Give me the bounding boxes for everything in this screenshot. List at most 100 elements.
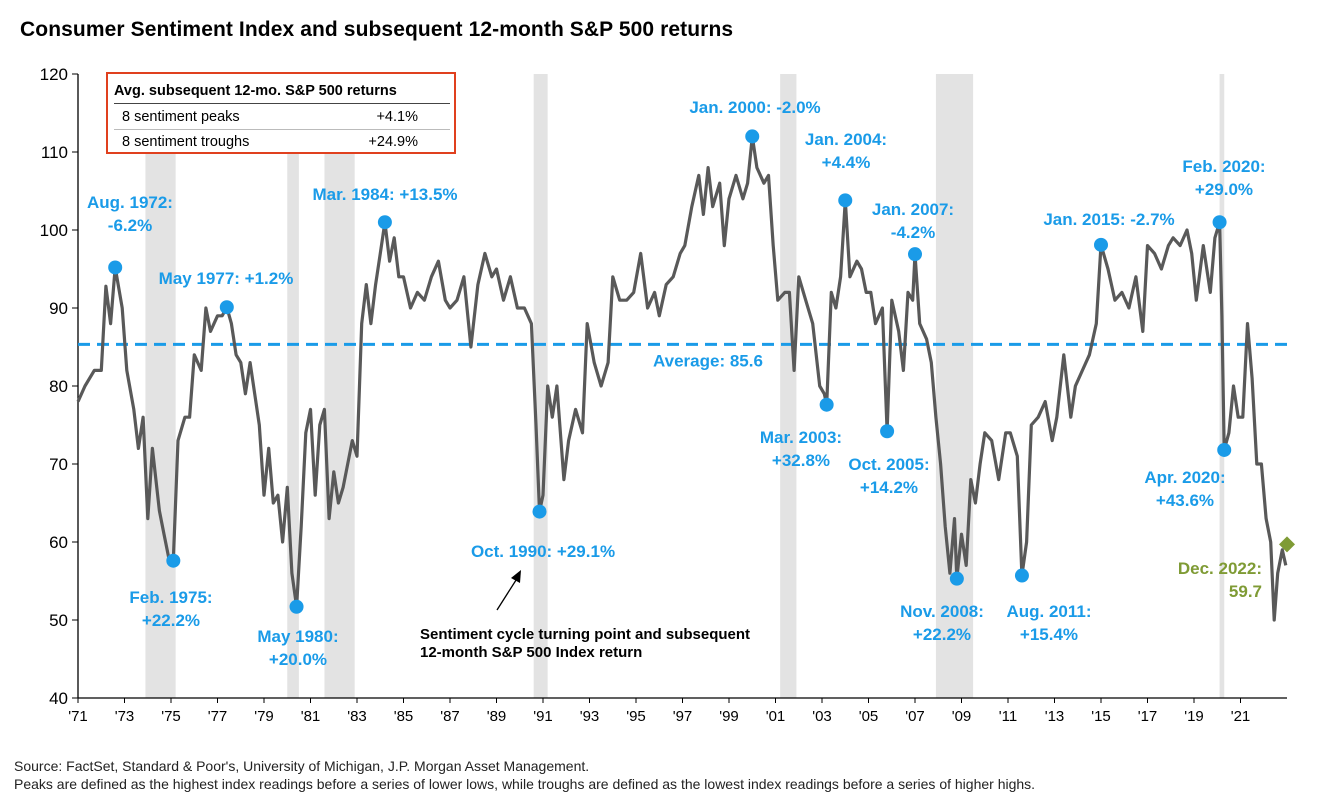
peak-label-line: -6.2%: [108, 216, 152, 235]
trough-label-line: +22.2%: [142, 611, 200, 630]
recession-band-5: [935, 74, 974, 698]
annotation-labels: Aug. 1972: -6.2% May 1977: +1.2% Mar. 1984:…: [87, 98, 1266, 669]
trough-marker: [1014, 568, 1029, 583]
x-tick-label: '75: [161, 708, 181, 725]
y-tick-label: 110: [41, 143, 68, 162]
trough-label-line: Nov. 2008:: [900, 602, 984, 621]
x-tick-label: '19: [1184, 708, 1204, 725]
trough-label-line: Apr. 2020:: [1144, 468, 1225, 487]
x-tick-label: '85: [394, 708, 414, 725]
summary-row-troughs-label: 8 sentiment troughs: [122, 134, 250, 150]
x-tick-label: '99: [719, 708, 739, 725]
source-note-continued: Peaks are defined as the highest index r…: [14, 776, 1036, 792]
x-tick-label: '77: [208, 708, 228, 725]
x-tick-label: '73: [115, 708, 135, 725]
x-tick-label: '81: [301, 708, 321, 725]
trough-label-line: +43.6%: [1156, 491, 1214, 510]
x-tick-label: '11: [999, 708, 1017, 725]
trough-label-line: Oct. 2005:: [848, 455, 929, 474]
latest-label-line: 59.7: [1229, 582, 1262, 601]
summary-table-header: Avg. subsequent 12-mo. S&P 500 returns: [114, 83, 397, 99]
recession-band-2: [324, 74, 355, 698]
trough-marker: [819, 397, 834, 412]
trough-label-line: May 1980:: [257, 627, 338, 646]
x-tick-label: '91: [533, 708, 553, 725]
x-tick-label: '83: [347, 708, 367, 725]
trough-label-line: Feb. 1975:: [129, 588, 212, 607]
peak-label-line: +4.4%: [822, 153, 871, 172]
trough-marker: [1217, 442, 1232, 457]
average-line-group: Average: 85.6: [78, 342, 1287, 370]
source-note: Source: FactSet, Standard & Poor's, Univ…: [14, 758, 590, 774]
x-tick-label: '03: [812, 708, 832, 725]
x-tick-label: '13: [1045, 708, 1065, 725]
peak-marker: [219, 300, 234, 315]
peak-marker: [1094, 237, 1108, 252]
trough-marker: [532, 504, 547, 519]
peak-label-line: Jan. 2000: -2.0%: [689, 98, 820, 117]
peak-label-line: +29.0%: [1195, 180, 1253, 199]
series-group: [76, 134, 1288, 622]
summary-row-peaks-value: +4.1%: [376, 109, 418, 125]
x-tick-label: '17: [1138, 708, 1158, 725]
peak-marker: [908, 247, 922, 262]
x-tick-label: '15: [1091, 708, 1111, 725]
peak-label-line: May 1977: +1.2%: [159, 269, 294, 288]
peak-marker: [1212, 215, 1227, 230]
x-tick-label: '89: [487, 708, 507, 725]
y-tick-label: 40: [49, 689, 68, 708]
x-tick-label: '21: [1231, 708, 1251, 725]
y-tick-label: 120: [40, 65, 68, 84]
axes: 40 50 60 70 80 90 100 110 120 '71 '73 '75 '77 '79 '81 '…: [40, 65, 1287, 725]
callout-group: Sentiment cycle turning point and subseq…: [420, 570, 750, 661]
recession-band-4: [780, 74, 797, 698]
trough-label-line: Oct. 1990: +29.1%: [471, 542, 615, 561]
peak-label-line: Jan. 2015: -2.7%: [1043, 210, 1174, 229]
x-tick-label: '87: [440, 708, 460, 725]
x-tick-label: '07: [905, 708, 925, 725]
callout-arrow-shaft: [496, 576, 519, 611]
recession-band-0: [145, 74, 176, 698]
callout-text-line: 12-month S&P 500 Index return: [420, 644, 642, 661]
y-tick-label: 50: [49, 611, 68, 630]
peak-label-line: Jan. 2007:: [872, 200, 954, 219]
y-tick-label: 80: [49, 377, 68, 396]
peak-label-line: Mar. 1984: +13.5%: [312, 185, 457, 204]
x-tick-label: '05: [859, 708, 879, 725]
peak-marker: [745, 129, 760, 144]
markers-group: [108, 129, 1295, 614]
average-label: Average: 85.6: [653, 351, 763, 370]
recession-bands: [145, 74, 1225, 698]
x-tick-label: '97: [673, 708, 693, 725]
latest-label-line: Dec. 2022:: [1178, 559, 1262, 578]
chart-title: Consumer Sentiment Index and subsequent …: [20, 18, 734, 41]
x-tick-label: '09: [952, 708, 972, 725]
y-tick-label: 90: [49, 299, 68, 318]
trough-label-line: +20.0%: [269, 650, 327, 669]
y-tick-label: 70: [49, 455, 68, 474]
peak-label-line: -4.2%: [891, 223, 935, 242]
summary-row-divider: [114, 129, 450, 130]
x-tick-label: '79: [254, 708, 274, 725]
peak-label-line: Aug. 1972:: [87, 193, 173, 212]
peak-marker: [838, 193, 853, 208]
trough-marker: [880, 424, 895, 439]
peak-marker: [377, 215, 392, 230]
sentiment-line: [76, 134, 1288, 622]
summary-row-peaks-label: 8 sentiment peaks: [122, 109, 240, 125]
x-tick-label: '71: [68, 708, 88, 725]
y-tick-label: 100: [40, 221, 68, 240]
x-tick-label: '93: [580, 708, 600, 725]
latest-marker: [1279, 536, 1295, 553]
trough-marker: [166, 553, 181, 568]
callout-arrow-head: [511, 570, 521, 583]
peak-label-line: Jan. 2004:: [805, 130, 887, 149]
summary-row-troughs-value: +24.9%: [368, 134, 418, 150]
peak-marker: [108, 260, 123, 275]
trough-label-line: Mar. 2003:: [760, 428, 842, 447]
trough-marker: [949, 571, 964, 586]
trough-label-line: +15.4%: [1020, 625, 1078, 644]
trough-label-line: +14.2%: [860, 478, 918, 497]
summary-table-divider: [114, 103, 450, 104]
